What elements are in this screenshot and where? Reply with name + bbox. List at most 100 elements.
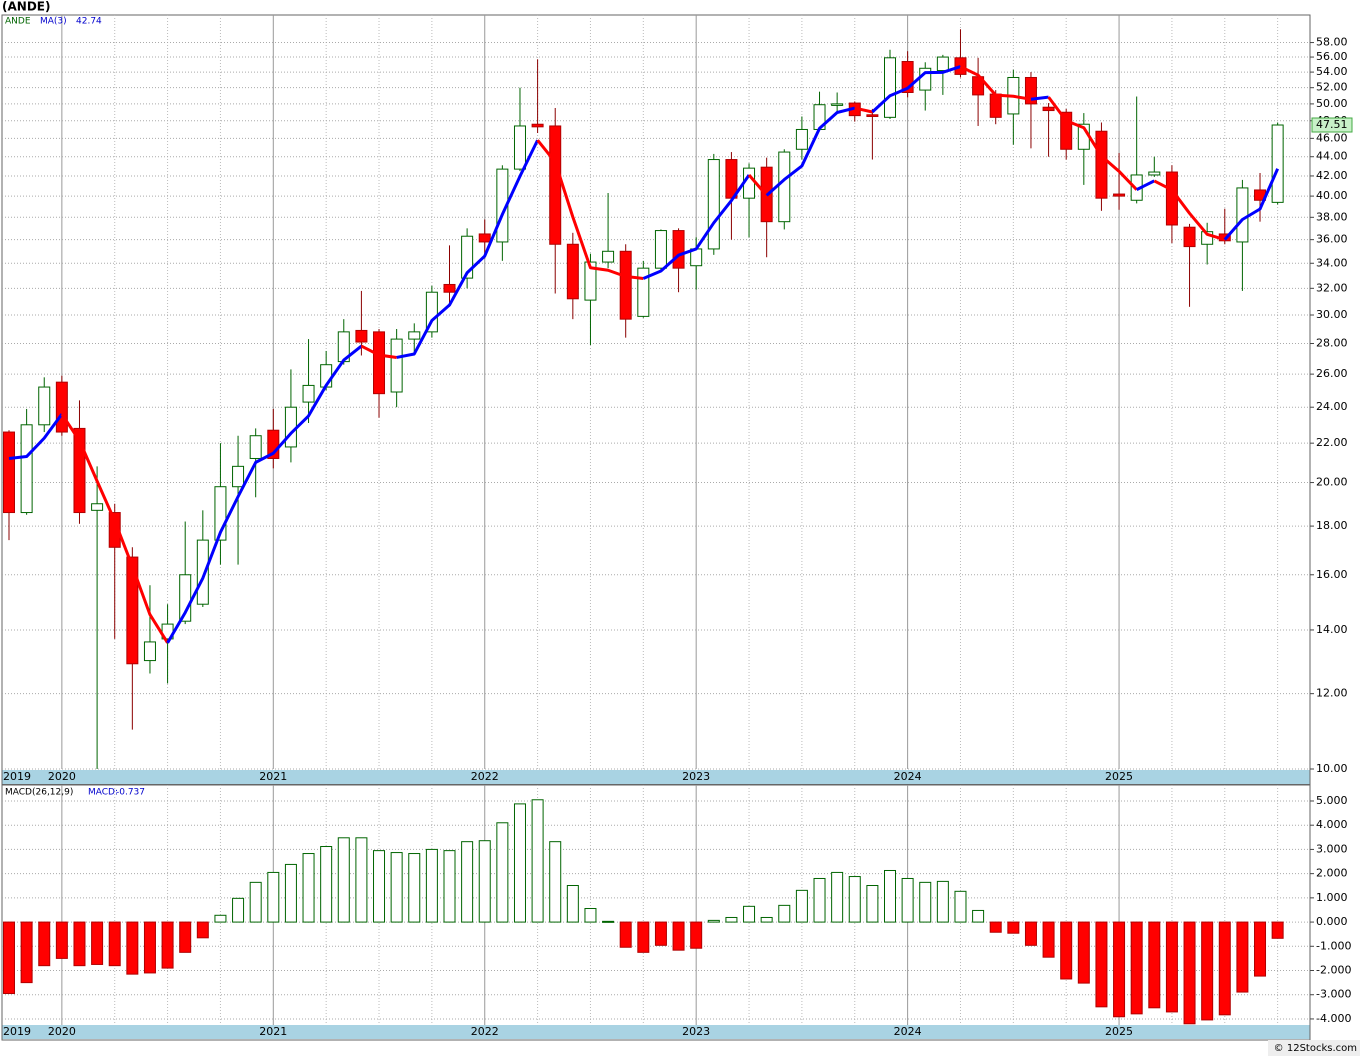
candle-body [143,641,156,662]
candle-body [866,114,879,117]
candle-body [884,57,896,118]
macd-bar [690,921,703,949]
macd-bar [954,890,967,923]
macd-value-name: MACD: [88,788,118,798]
date-band [2,1025,1310,1039]
x-tick-label: 2024 [894,770,922,783]
candle-body [672,230,685,269]
macd-bar [743,905,756,923]
macd-bar [320,846,333,923]
macd-bar [1007,921,1020,934]
macd-bar [443,850,456,923]
y-tick-label: 26.00 [1316,367,1348,380]
macd-bar [936,880,949,923]
candle-body [1201,231,1214,245]
y-tick-label: -4.000 [1316,1012,1351,1025]
ma-line [854,106,873,114]
candle-body [373,331,386,395]
candle-body [1024,76,1037,105]
candle-body [302,384,315,403]
y-tick-label: 46.00 [1316,131,1348,144]
candle-body [1165,171,1178,226]
macd-bar [1236,921,1249,993]
x-tick-label: 2019 [3,770,31,783]
y-tick-label: 34.00 [1316,256,1348,269]
x-tick-label: 2019 [3,1025,31,1038]
macd-bar [1218,921,1231,1016]
candle-body [20,424,33,514]
macd-bar [884,869,896,923]
macd-bar [672,921,685,951]
ma-line [536,139,644,280]
macd-bar [390,852,403,923]
y-tick-label: -1.000 [1316,939,1351,952]
candle-body [1148,171,1161,176]
candle-body [249,435,262,459]
macd-bar [566,885,579,923]
ma-line [360,344,397,359]
candle-body [901,61,914,93]
macd-bar [531,799,544,923]
macd-bar [214,914,227,923]
y-tick-label: 14.00 [1316,623,1348,636]
last-price-box [1311,117,1353,133]
macd-bar [1148,921,1161,1009]
ma-line [396,139,539,359]
macd-bar [1130,921,1143,1015]
macd-bar [161,921,174,969]
ma-line [1223,168,1280,241]
y-tick-label: 28.00 [1316,337,1348,350]
y-tick-label: 54.00 [1316,65,1348,78]
candle-body [513,125,526,170]
candle-body [55,381,68,433]
x-tick-label: 2022 [471,1025,499,1038]
macd-bar [1024,921,1037,946]
candle-body [584,261,597,301]
candle-body [1271,124,1284,203]
candle-body [778,151,791,223]
y-tick-label: 50.00 [1316,97,1348,110]
x-tick-label: 2020 [48,1025,76,1038]
candle-body [232,465,245,488]
y-tick-label: 10.00 [1316,762,1348,775]
x-tick-label: 2025 [1105,770,1133,783]
macd-bar [795,889,808,923]
macd-bar [91,921,104,965]
macd-bar [1095,921,1108,1008]
candle-body [267,429,280,459]
candle-body [619,250,632,320]
macd-bar [302,853,315,923]
candle-body [73,427,86,514]
macd-bar [408,853,421,923]
macd-bar [919,881,932,923]
candle-body [954,57,967,75]
macd-bar [267,871,280,923]
macd-bar [55,921,68,959]
macd-bar [108,921,121,967]
x-tick-label: 2025 [1105,1025,1133,1038]
y-tick-label: 42.00 [1316,169,1348,182]
candle-body [108,512,121,548]
candle-body [408,331,421,340]
chart-title: (ANDE) [2,0,50,14]
macd-bar [619,921,632,948]
macd-bar [232,897,245,923]
candle-body [126,556,139,665]
macd-bar [760,916,773,923]
macd-bar [143,921,156,974]
y-tick-label: 44.00 [1316,150,1348,163]
candle-body [531,123,544,128]
y-tick-label: 58.00 [1316,36,1348,49]
macd-bar [478,840,491,923]
candle-body [602,250,615,263]
y-tick-label: 36.00 [1316,233,1348,246]
macd-bar [179,921,192,953]
candle-body [707,159,720,250]
macd-bar [126,921,139,975]
y-tick-label: 18.00 [1316,519,1348,532]
candle-body [179,574,192,622]
ma-line [1153,179,1226,242]
macd-bar [866,885,879,923]
candle-body [478,233,491,243]
